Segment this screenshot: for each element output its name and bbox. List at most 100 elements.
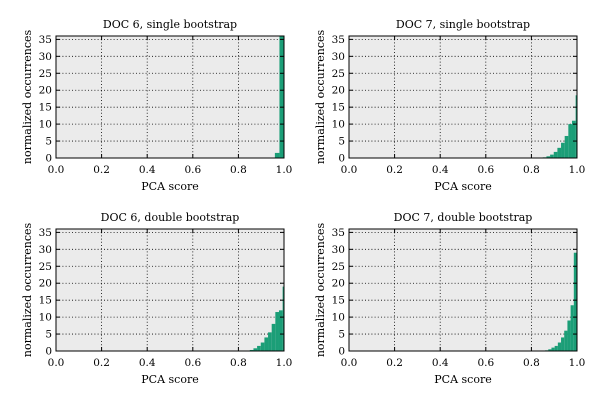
plot-background (56, 36, 284, 158)
y-tick-label: 15 (332, 295, 345, 307)
x-tick-label: 0.4 (139, 164, 156, 176)
y-tick-label: 5 (45, 136, 52, 148)
y-tick-label: 15 (39, 102, 52, 114)
histogram-bar (257, 345, 261, 351)
x-tick-label: 0.4 (139, 357, 156, 369)
y-axis-label: normalized occurrences (21, 223, 34, 358)
histogram-bar (264, 337, 269, 351)
x-tick-label: 0.2 (93, 357, 110, 369)
y-axis-label: normalized occurrences (21, 30, 34, 165)
histogram-bar (279, 36, 284, 158)
histogram-bar (561, 142, 565, 158)
x-tick-label: 0.0 (341, 164, 358, 176)
y-tick-label: 25 (39, 68, 52, 80)
y-tick-label: 0 (338, 153, 345, 165)
histogram-bar (275, 312, 279, 351)
y-axis-label: normalized occurrences (314, 30, 327, 165)
x-tick-label: 0.6 (184, 357, 201, 369)
x-tick-label: 1.0 (569, 164, 586, 176)
y-tick-label: 0 (338, 346, 345, 358)
y-tick-label: 35 (39, 34, 52, 46)
y-tick-label: 10 (332, 119, 345, 131)
axes-frame (348, 35, 578, 159)
y-tick-label: 20 (332, 85, 345, 97)
histogram-bar (546, 156, 551, 158)
x-axis-label: PCA score (141, 180, 198, 193)
y-tick-label: 35 (332, 34, 345, 46)
y-tick-label: 10 (39, 119, 52, 131)
x-tick-label: 0.6 (477, 164, 494, 176)
x-axis-label: PCA score (434, 180, 491, 193)
histogram-bar (274, 152, 280, 158)
y-axis-label: normalized occurrences (314, 223, 327, 358)
histogram-bar (278, 310, 283, 351)
histogram-bar (282, 286, 284, 351)
y-tick-label: 20 (39, 278, 52, 290)
plot-background (349, 36, 577, 158)
histogram-bar (564, 135, 569, 158)
y-tick-label: 0 (45, 346, 52, 358)
histogram-bar (567, 320, 571, 351)
x-tick-label: 1.0 (569, 357, 586, 369)
histogram-bar (570, 305, 574, 351)
x-axis-label: PCA score (141, 373, 198, 386)
y-tick-label: 35 (332, 227, 345, 239)
histogram-bar (548, 349, 552, 351)
y-tick-label: 10 (39, 312, 52, 324)
x-tick-label: 0.4 (432, 164, 449, 176)
x-tick-label: 0.2 (386, 357, 403, 369)
y-tick-label: 20 (39, 85, 52, 97)
histogram-bar (573, 252, 577, 351)
x-tick-label: 0.8 (523, 164, 540, 176)
histogram-bar (553, 151, 558, 158)
y-tick-label: 10 (332, 312, 345, 324)
histogram-bar (253, 348, 258, 351)
histogram-bar (564, 330, 568, 351)
x-tick-label: 0.8 (230, 164, 247, 176)
y-tick-label: 15 (39, 295, 52, 307)
y-tick-label: 30 (39, 51, 52, 63)
x-tick-label: 0.0 (48, 164, 65, 176)
y-tick-label: 35 (39, 227, 52, 239)
y-tick-label: 5 (338, 329, 345, 341)
histogram-bar (260, 342, 265, 351)
y-tick-label: 25 (332, 261, 345, 273)
y-tick-label: 5 (45, 329, 52, 341)
histogram-bar (571, 120, 576, 158)
plot-background (349, 229, 577, 351)
histogram-bar (557, 147, 562, 158)
histogram-bar (554, 345, 558, 351)
y-tick-label: 20 (332, 278, 345, 290)
y-tick-label: 15 (332, 102, 345, 114)
y-tick-label: 30 (332, 51, 345, 63)
y-tick-label: 25 (39, 261, 52, 273)
histogram-bar (561, 337, 565, 351)
axes-frame (55, 35, 285, 159)
x-tick-label: 0.8 (523, 357, 540, 369)
plot-background (56, 229, 284, 351)
histogram-bar (271, 323, 276, 351)
x-axis-label: PCA score (434, 373, 491, 386)
subplot-title: DOC 6, double bootstrap (101, 211, 240, 224)
x-tick-label: 0.4 (432, 357, 449, 369)
axes-frame (348, 228, 578, 352)
x-tick-label: 0.0 (48, 357, 65, 369)
x-tick-label: 0.2 (386, 164, 403, 176)
x-tick-label: 1.0 (276, 164, 293, 176)
y-tick-label: 30 (332, 244, 345, 256)
x-tick-label: 0.8 (230, 357, 247, 369)
histogram-bar (551, 347, 555, 351)
histogram-bar (249, 349, 254, 351)
x-tick-label: 0.0 (341, 357, 358, 369)
y-tick-label: 5 (338, 136, 345, 148)
axes-frame (55, 228, 285, 352)
y-tick-label: 30 (39, 244, 52, 256)
x-tick-label: 0.2 (93, 164, 110, 176)
x-tick-label: 0.6 (477, 357, 494, 369)
histogram-bar (575, 95, 577, 158)
histogram-bar (550, 154, 554, 158)
x-tick-label: 0.6 (184, 164, 201, 176)
y-tick-label: 25 (332, 68, 345, 80)
x-tick-label: 1.0 (276, 357, 293, 369)
